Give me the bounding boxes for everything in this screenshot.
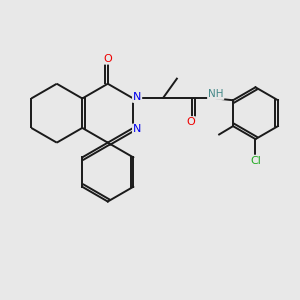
Text: O: O (103, 54, 112, 64)
Text: Cl: Cl (250, 156, 261, 166)
Text: N: N (133, 124, 141, 134)
Text: NH: NH (208, 89, 224, 99)
Text: O: O (186, 117, 195, 127)
Text: N: N (133, 92, 141, 102)
